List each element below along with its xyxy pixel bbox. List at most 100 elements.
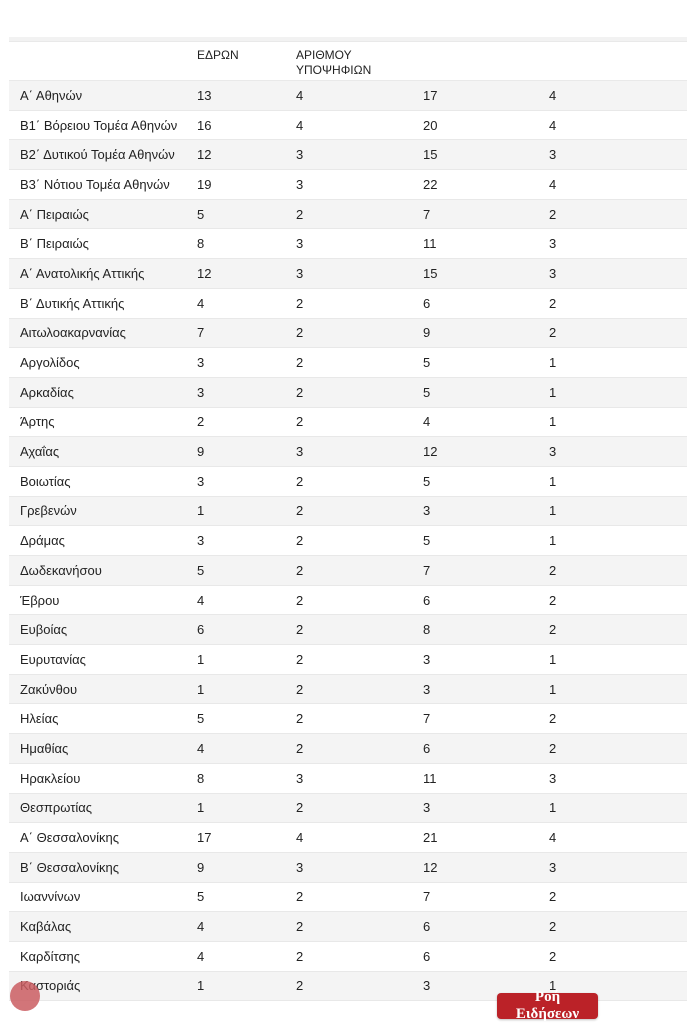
- col4-cell: 3: [423, 800, 431, 816]
- col4-cell: 3: [423, 978, 431, 994]
- col4-cell: 7: [423, 206, 431, 222]
- table-row: Β1΄ Βόρειου Τομέα Αθηνών 16 4 20 4: [9, 110, 687, 141]
- col5-cell: 1: [549, 414, 557, 430]
- table-row: Βοιωτίας 3 2 5 1: [9, 466, 687, 497]
- candidates-cell: 2: [296, 414, 304, 430]
- col4-cell: 6: [423, 740, 431, 756]
- district-cell: Α΄ Πειραιώς: [20, 206, 89, 222]
- col4-cell: 3: [423, 651, 431, 667]
- candidates-cell: 2: [296, 711, 304, 727]
- col5-cell: 2: [549, 295, 557, 311]
- table-row: Ευβοίας 6 2 8 2: [9, 615, 687, 646]
- col5-cell: 3: [549, 147, 557, 163]
- district-cell: Ευβοίας: [20, 622, 68, 638]
- col5-cell: 2: [549, 889, 557, 905]
- district-cell: Β3΄ Νότιου Τομέα Αθηνών: [20, 176, 170, 192]
- table-row: Ευρυτανίας 1 2 3 1: [9, 645, 687, 675]
- seats-cell: 1: [197, 681, 205, 697]
- col5-cell: 4: [549, 830, 557, 846]
- district-cell: Α΄ Αθηνών: [20, 87, 83, 103]
- col4-cell: 15: [423, 265, 438, 281]
- seats-cell: 19: [197, 176, 212, 192]
- table-row: Ημαθίας 4 2 6 2: [9, 734, 687, 764]
- district-cell: Άρτης: [20, 414, 55, 430]
- col5-cell: 2: [549, 948, 557, 964]
- col5-cell: 3: [549, 859, 557, 875]
- district-cell: Ζακύνθου: [20, 681, 78, 697]
- candidates-cell: 2: [296, 800, 304, 816]
- candidates-cell: 3: [296, 444, 304, 460]
- district-cell: Θεσπρωτίας: [20, 800, 93, 816]
- col5-cell: 2: [549, 592, 557, 608]
- clipped-previous-row: [9, 37, 687, 42]
- candidates-cell: 2: [296, 740, 304, 756]
- seats-cell: 1: [197, 503, 205, 519]
- table-row: Β2΄ Δυτικού Τομέα Αθηνών 12 3 15 3: [9, 140, 687, 171]
- district-cell: Β2΄ Δυτικού Τομέα Αθηνών: [20, 147, 175, 163]
- seats-cell: 5: [197, 711, 205, 727]
- col4-cell: 8: [423, 622, 431, 638]
- col4-cell: 5: [423, 355, 431, 371]
- col5-cell: 1: [549, 473, 557, 489]
- table-row: Γρεβενών 1 2 3 1: [9, 496, 687, 527]
- table-row: Ζακύνθου 1 2 3 1: [9, 674, 687, 705]
- table-row: Άρτης 2 2 4 1: [9, 407, 687, 438]
- col5-cell: 4: [549, 87, 557, 103]
- table-row: Καβάλας 4 2 6 2: [9, 912, 687, 942]
- candidates-cell: 3: [296, 859, 304, 875]
- table-row: Θεσπρωτίας 1 2 3 1: [9, 793, 687, 824]
- col4-cell: 4: [423, 414, 431, 430]
- table-body: Α΄ Αθηνών 1 3 4 1 7 4 Β1΄ Βόρειου Τομέα Αθ…: [9, 81, 687, 1002]
- seats-cell: 3: [197, 355, 205, 371]
- col5-cell: 2: [549, 206, 557, 222]
- col5-cell: 2: [549, 325, 557, 341]
- seats-cell: 1: [197, 978, 205, 994]
- col5-cell: 1: [549, 651, 557, 667]
- col5-cell: 4: [549, 117, 557, 133]
- district-cell: Δωδεκανήσου: [20, 562, 102, 578]
- seats-cell: 12: [197, 265, 212, 281]
- table-row: Δράμας 3 2 5 1: [9, 526, 687, 556]
- districts-table: ΕΔΡΩΝ ΑΡΙΘΜΟΥ ΥΠΟΨΗΦΙΩΝ Α΄ Αθηνών 13 4 1…: [9, 37, 687, 1002]
- candidates-cell: 4: [296, 830, 304, 846]
- news-feed-button[interactable]: Ροή Ειδήσεων: [497, 989, 598, 1022]
- col5-cell: 3: [549, 770, 557, 786]
- candidates-cell: 2: [296, 978, 304, 994]
- table-row: Ηρακλείου 8 3 11 3: [9, 763, 687, 794]
- table-row: Καρδίτσης 4 2 6 2: [9, 941, 687, 972]
- table-row: Αρκαδίας 3 2 5 1: [9, 377, 687, 408]
- header-col5: [549, 48, 687, 80]
- table-row: Α΄ Ανατολικής Αττικής 12 3 15 3: [9, 259, 687, 289]
- district-cell: Ευρυτανίας: [20, 651, 86, 667]
- col5-cell: 3: [549, 444, 557, 460]
- col5-cell: 1: [549, 800, 557, 816]
- header-seats: ΕΔΡΩΝ: [197, 48, 239, 62]
- seats-cell: 3: [197, 473, 205, 489]
- col5-cell: 1: [549, 533, 557, 549]
- table-row: Α΄ Πειραιώς 5 2 7 2: [9, 199, 687, 230]
- col5-cell: 1: [549, 681, 557, 697]
- district-cell: Έβρου: [20, 592, 60, 608]
- seats-cell: 2: [197, 414, 205, 430]
- seats-cell: 4: [197, 948, 205, 964]
- col5-cell: 4: [549, 176, 557, 192]
- candidates-cell: 2: [296, 592, 304, 608]
- candidates-cell: 2: [296, 295, 304, 311]
- table-row: Δωδεκανήσου 5 2 7 2: [9, 556, 687, 586]
- district-cell: Ηρακλείου: [20, 770, 81, 786]
- candidates-cell: 3: [296, 236, 304, 252]
- table-row: Αχαΐας 9 3 12 3: [9, 437, 687, 467]
- col4-cell: 6: [423, 295, 431, 311]
- col4-cell: 3: [423, 503, 431, 519]
- seats-cell: 3: [197, 533, 205, 549]
- seats-cell: 8: [197, 770, 205, 786]
- candidates-cell: 3: [296, 265, 304, 281]
- seats-cell: 7: [197, 325, 205, 341]
- candidates-cell: 2: [296, 355, 304, 371]
- col4-cell: 7: [423, 889, 431, 905]
- col4-cell: 20: [423, 117, 438, 133]
- district-cell: Βοιωτίας: [20, 473, 71, 489]
- col4-cell: 11: [423, 236, 437, 252]
- candidates-cell: 2: [296, 206, 304, 222]
- district-cell: Δράμας: [20, 533, 65, 549]
